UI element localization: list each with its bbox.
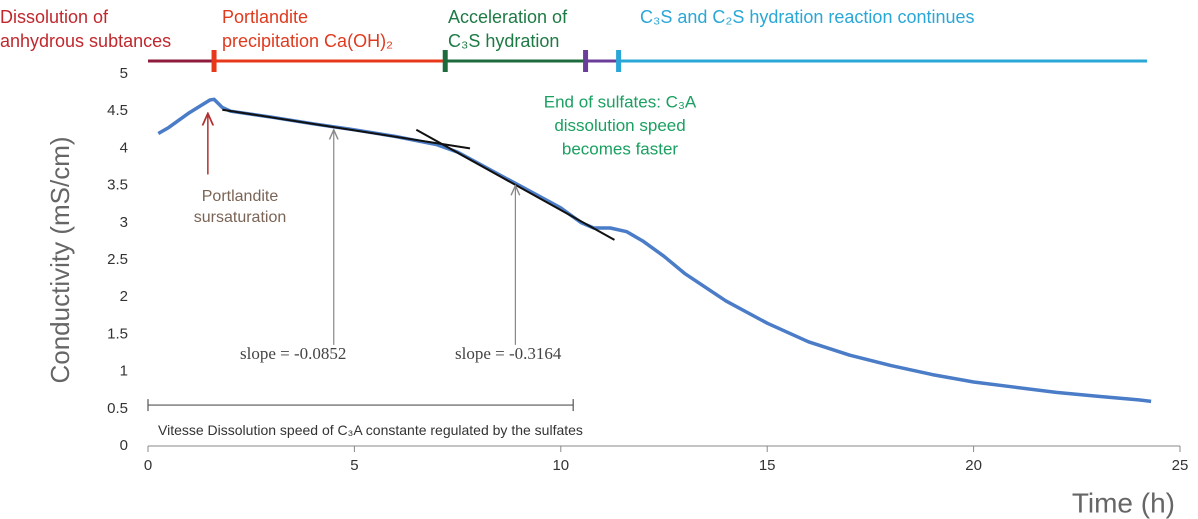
- x-tick-label: 20: [965, 457, 982, 474]
- x-tick-label: 0: [144, 457, 152, 474]
- y-tick-label: 4: [120, 139, 128, 156]
- y-axis-title: Conductivity (mS/cm): [45, 136, 75, 383]
- phase-label: precipitation Ca(OH)₂: [222, 31, 393, 51]
- y-tick-label: 1.5: [107, 325, 128, 342]
- annotation: End of sulfates: C₃A: [544, 92, 697, 111]
- slope-label: slope = -0.3164: [455, 344, 562, 363]
- x-tick-label: 25: [1172, 457, 1189, 474]
- trend-line: [222, 108, 471, 150]
- phase-label: anhydrous subtances: [0, 31, 171, 51]
- phase-marker: [211, 50, 217, 72]
- x-tick-label: 15: [759, 457, 776, 474]
- annotation: dissolution speed: [554, 116, 685, 135]
- annotation: sursaturation: [194, 209, 287, 226]
- x-axis-title: Time (h): [1072, 487, 1175, 518]
- bracket-label: Vitesse Dissolution speed of C₃A constan…: [158, 422, 583, 438]
- y-tick-label: 1: [120, 363, 128, 380]
- y-tick-label: 0: [120, 437, 128, 454]
- phase-label: Acceleration of: [448, 7, 568, 27]
- y-tick-label: 3: [120, 214, 128, 231]
- annotation: becomes faster: [562, 139, 679, 158]
- y-tick-label: 4.5: [107, 102, 128, 119]
- x-tick-label: 5: [350, 457, 358, 474]
- y-tick-label: 2: [120, 288, 128, 305]
- annotation: Portlandite: [202, 188, 279, 205]
- phase-label: Dissolution of: [0, 7, 109, 27]
- phase-marker: [442, 50, 448, 72]
- slope-label: slope = -0.0852: [240, 344, 346, 363]
- y-tick-label: 5: [120, 65, 128, 82]
- x-tick-label: 10: [552, 457, 569, 474]
- phase-marker: [616, 50, 622, 72]
- phase-label: C₃S and C₂S hydration reaction continues: [640, 7, 975, 27]
- phase-label: C₃S hydration: [448, 31, 559, 51]
- phase-label: Portlandite: [222, 7, 308, 27]
- phase-marker: [583, 50, 589, 72]
- y-tick-label: 3.5: [107, 177, 128, 194]
- y-tick-label: 2.5: [107, 251, 128, 268]
- y-tick-label: 0.5: [107, 400, 128, 417]
